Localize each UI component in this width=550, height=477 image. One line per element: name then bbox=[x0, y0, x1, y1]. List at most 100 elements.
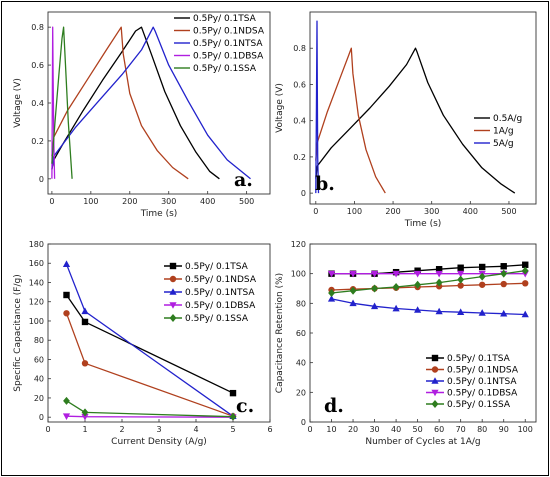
panel-d-point-0-5py-0-1tsa bbox=[435, 266, 443, 273]
panel-a-xtick-label: 300 bbox=[161, 197, 176, 206]
panel-a-label: a. bbox=[234, 169, 253, 191]
panel-d-point-0-5py-0-1ntsa bbox=[327, 295, 336, 302]
panel-c-point-0-5py-0-1ssa bbox=[81, 408, 89, 417]
panel-d-point-0-5py-0-1ntsa bbox=[392, 304, 400, 312]
panel-d-point-0-5py-0-1ntsa bbox=[370, 302, 379, 310]
panel-a-xtick-label: 500 bbox=[239, 197, 254, 206]
panel-d-legend-marker-0-5py-0-1ntsa bbox=[431, 377, 439, 384]
panel-b-legend: 0.5A/g 1A/g 5A/g bbox=[474, 114, 522, 149]
panel-d-xtick-label: 10 bbox=[326, 425, 336, 434]
panel-d-point-0-5py-0-1tsa bbox=[457, 264, 464, 271]
panel-d-ytick-label: 120 bbox=[291, 240, 306, 249]
panel-d-point-0-5py-0-1ssa bbox=[371, 284, 378, 293]
panel-d-point-0-5py-0-1dbsa bbox=[457, 270, 465, 278]
panel-c-legend-marker-0-5py-0-1ntsa bbox=[169, 288, 177, 295]
panel-d-point-0-5py-0-1ssa bbox=[457, 275, 465, 284]
panel-d-legend-marker-0-5py-0-1ndsa bbox=[431, 366, 439, 373]
panel-b-line-1a-g bbox=[315, 47, 386, 194]
panel-b-ytick-label: 0 bbox=[301, 189, 306, 198]
panel-b-ylabel: Voltage (V) bbox=[275, 83, 285, 133]
panel-a-legend-label-0-5py-0-1tsa: 0.5Py/ 0.1TSA bbox=[193, 14, 257, 24]
panel-d-ytick-label: 100 bbox=[291, 270, 306, 279]
panel-d-xtick-label: 70 bbox=[456, 425, 466, 434]
panel-d-legend-label-0-5py-0-1tsa: 0.5Py/ 0.1TSA bbox=[447, 354, 511, 364]
panel-a-ylabel: Voltage (V) bbox=[13, 78, 23, 128]
panel-c-legend-marker-0-5py-0-1dbsa bbox=[169, 302, 177, 309]
panel-d-point-0-5py-0-1dbsa bbox=[349, 270, 357, 278]
panel-d-point-0-5py-0-1ssa bbox=[500, 269, 508, 278]
panel-c-ytick-label: 60 bbox=[34, 355, 44, 364]
panel-c-legend-label-0-5py-0-1ntsa: 0.5Py/ 0.1NTSA bbox=[185, 288, 255, 298]
panel-a-series-group bbox=[51, 26, 251, 180]
panel-c-legend-label-0-5py-0-1tsa: 0.5Py/ 0.1TSA bbox=[185, 262, 249, 272]
panel-c-ytick-label: 20 bbox=[34, 394, 44, 403]
panel-d-ytick-label: 40 bbox=[296, 359, 306, 368]
panel-d-ytick-label: 80 bbox=[296, 299, 306, 308]
panel-d-point-0-5py-0-1ntsa bbox=[478, 309, 486, 316]
panel-d: 0 10 20 30 40 50 60 70 80 90 100 0 20 40 60 80 100 120 Num… bbox=[275, 240, 537, 447]
panel-d-line-0-5py-0-1ntsa bbox=[331, 298, 526, 316]
panel-c-line-0-5py-0-1ntsa bbox=[65, 263, 234, 417]
panel-c-series-group bbox=[62, 260, 237, 421]
panel-d-ylabel: Capacitance Retention (%) bbox=[275, 273, 285, 393]
panel-b: 0 100 200 300 400 500 0 0.2 0.4 0.6 0.8 Time (s) Vol… bbox=[275, 11, 537, 229]
panel-d-line-0-5py-0-1ndsa bbox=[331, 282, 526, 291]
panel-d-point-0-5py-0-1ssa bbox=[328, 288, 335, 297]
panel-c-xtick-label: 6 bbox=[267, 425, 272, 434]
panel-b-ytick-label: 0.8 bbox=[293, 44, 306, 53]
panel-c-point-0-5py-0-1tsa bbox=[229, 389, 237, 397]
panel-d-xtick-label: 100 bbox=[518, 425, 533, 434]
panel-d-point-0-5py-0-1ntsa bbox=[457, 308, 465, 316]
panel-a-xtick-label: 400 bbox=[200, 197, 215, 206]
panel-a-ytick-label: 0.8 bbox=[31, 23, 44, 32]
panel-d-point-0-5py-0-1ntsa bbox=[521, 310, 529, 318]
panel-c-ylabel: Specific Capacitance (F/g) bbox=[13, 274, 23, 391]
panel-a-line-0-5py-0-1tsa bbox=[51, 26, 220, 180]
panel-c-point-0-5py-0-1tsa bbox=[63, 291, 70, 299]
panel-b-xtick-label: 300 bbox=[424, 207, 439, 216]
panel-d-point-0-5py-0-1ssa bbox=[349, 286, 357, 295]
panel-c-point-0-5py-0-1ssa bbox=[229, 412, 237, 421]
panel-b-legend-label-1a-g: 1A/g bbox=[493, 127, 514, 137]
panel-c-point-0-5py-0-1tsa bbox=[81, 318, 89, 326]
panel-b-xtick-label: 0 bbox=[313, 207, 318, 216]
panel-a-ytick-label: 0.4 bbox=[31, 99, 44, 108]
panel-d-legend-marker-0-5py-0-1tsa bbox=[431, 354, 439, 362]
panel-d-point-0-5py-0-1ssa bbox=[414, 280, 422, 289]
panel-c-point-0-5py-0-1ntsa bbox=[62, 260, 71, 268]
panel-c-ytick-label: 80 bbox=[34, 336, 44, 345]
panel-d-xtick-label: 60 bbox=[434, 425, 444, 434]
panel-b-ytick-label: 0.6 bbox=[293, 80, 306, 89]
panel-d-point-0-5py-0-1ssa bbox=[478, 272, 486, 281]
panel-d-xtick-label: 30 bbox=[369, 425, 379, 434]
panel-a-line-0-5py-0-1dbsa bbox=[51, 26, 56, 179]
panel-d-point-0-5py-0-1ntsa bbox=[435, 307, 443, 315]
panel-a-legend-label-0-5py-0-1ntsa: 0.5Py/ 0.1NTSA bbox=[193, 39, 263, 49]
panel-d-legend-label-0-5py-0-1ndsa: 0.5Py/ 0.1NDSA bbox=[447, 366, 519, 376]
panel-d-xtick-label: 20 bbox=[348, 425, 358, 434]
panel-d-xtick-label: 80 bbox=[477, 425, 487, 434]
panel-d-point-0-5py-0-1dbsa bbox=[414, 270, 422, 278]
panel-c-ytick-label: 40 bbox=[34, 375, 44, 384]
panel-d-point-0-5py-0-1dbsa bbox=[327, 270, 336, 278]
panel-b-xtick-label: 200 bbox=[385, 207, 400, 216]
panel-d-point-0-5py-0-1ssa bbox=[435, 278, 443, 287]
panel-c-ytick-label: 120 bbox=[29, 298, 44, 307]
panel-c-xtick-label: 3 bbox=[156, 425, 161, 434]
panel-b-ytick-label: 0.2 bbox=[293, 153, 306, 162]
panel-c-xtick-label: 5 bbox=[230, 425, 235, 434]
panel-d-xtick-label: 0 bbox=[307, 425, 312, 434]
panel-c-point-0-5py-0-1ssa bbox=[63, 396, 70, 405]
panel-d-point-0-5py-0-1tsa bbox=[478, 263, 486, 271]
panel-d-xtick-label: 40 bbox=[391, 425, 401, 434]
panel-d-point-0-5py-0-1ntsa bbox=[500, 309, 508, 317]
panel-a-legend: 0.5Py/ 0.1TSA 0.5Py/ 0.1NDSA 0.5Py/ 0.1NTS… bbox=[174, 14, 265, 74]
panel-c-label: c. bbox=[236, 395, 254, 417]
panel-d-legend-label-0-5py-0-1dbsa: 0.5Py/ 0.1DBSA bbox=[447, 389, 518, 399]
panel-b-xtick-label: 500 bbox=[501, 207, 516, 216]
panel-a-ytick-label: 0.6 bbox=[31, 61, 44, 70]
panel-c-xtick-label: 1 bbox=[82, 425, 87, 434]
panel-d-point-0-5py-0-1ndsa bbox=[478, 281, 486, 288]
panel-a-legend-label-0-5py-0-1dbsa: 0.5Py/ 0.1DBSA bbox=[193, 52, 264, 62]
